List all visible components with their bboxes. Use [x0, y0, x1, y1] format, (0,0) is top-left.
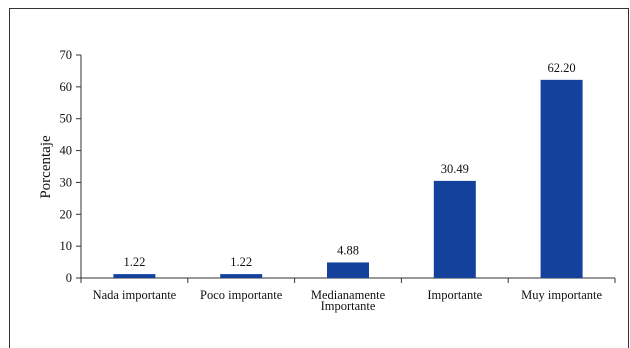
- bar-value-label: 30.49: [441, 162, 469, 176]
- bar-chart: 0 10 20 30 40 50 60 70 Nada importante Poco impo…: [38, 48, 616, 313]
- bar-value-label: 4.88: [337, 243, 359, 257]
- bar-value-label: 62.20: [548, 61, 576, 75]
- y-axis-title: Porcentaje: [38, 135, 54, 199]
- bar-value-label: 1.22: [123, 255, 145, 269]
- bar: [220, 274, 263, 278]
- y-tick-label: 40: [60, 144, 73, 158]
- bar: [540, 79, 583, 278]
- y-tick-label: 10: [60, 239, 73, 253]
- x-axis: Nada importante Poco importante Medianamen…: [80, 277, 616, 313]
- x-category-label: Medianamente: [311, 288, 386, 302]
- y-tick-label: 70: [60, 48, 73, 62]
- y-tick-label: 50: [60, 112, 73, 126]
- bar: [113, 274, 156, 278]
- bar: [433, 180, 476, 278]
- y-tick-label: 20: [60, 207, 73, 221]
- x-category-label: Muy importante: [521, 288, 602, 302]
- y-tick-label: 0: [66, 271, 72, 285]
- x-category-label: Importante: [321, 299, 376, 313]
- y-tick-label: 60: [60, 80, 73, 94]
- y-axis: 0 10 20 30 40 50 60 70: [60, 48, 82, 285]
- x-category-label: Nada importante: [93, 288, 177, 302]
- bar: [327, 262, 369, 278]
- chart-frame: [9, 8, 629, 348]
- y-tick-label: 30: [60, 175, 73, 189]
- bars: [113, 79, 583, 278]
- data-labels: 1.22 1.22 4.88 30.49 62.20: [123, 61, 575, 269]
- bar-value-label: 1.22: [230, 255, 252, 269]
- x-category-label: Poco importante: [200, 288, 283, 302]
- x-category-label: Importante: [427, 288, 482, 302]
